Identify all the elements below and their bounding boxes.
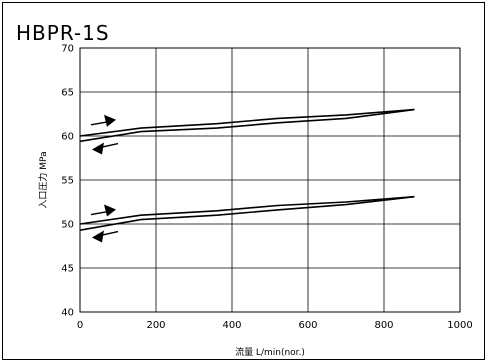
y-axis-label: 入口圧力 MPa: [37, 151, 49, 208]
y-tick-label: 65: [61, 88, 74, 99]
series-line-4: [79, 195, 415, 231]
chart-frame: [2, 2, 485, 360]
chart-title: HBPR-1S: [16, 21, 110, 45]
x-axis-ticks: 0 200 400 600 800 1000: [77, 320, 473, 331]
x-tick-label: 800: [374, 320, 393, 331]
plot-area-border: [79, 47, 461, 313]
y-tick-label: 45: [61, 264, 74, 275]
series-line-2: [79, 108, 415, 143]
series-lines: [79, 108, 415, 231]
x-tick-label: 400: [222, 320, 241, 331]
y-tick-label: 40: [61, 308, 74, 319]
x-tick-label: 1000: [447, 320, 472, 331]
arrow-left-icon: [92, 142, 119, 155]
grid: [79, 47, 461, 313]
x-axis-label: 流量 L/min(nor.): [235, 346, 305, 358]
direction-arrows: [90, 114, 119, 243]
y-tick-label: 50: [61, 220, 74, 231]
y-tick-label: 60: [61, 132, 74, 143]
arrow-right-icon: [90, 114, 116, 127]
x-tick-label: 0: [77, 320, 83, 331]
x-tick-label: 200: [146, 320, 165, 331]
y-tick-label: 55: [61, 176, 74, 187]
x-tick-label: 600: [298, 320, 317, 331]
y-axis-ticks: 40 45 50 55 60 65 70: [61, 44, 74, 319]
arrow-left-icon: [92, 230, 119, 243]
series-line-1: [79, 108, 415, 137]
y-tick-label: 70: [61, 44, 74, 55]
arrow-right-icon: [90, 204, 116, 217]
series-line-3: [79, 195, 415, 225]
